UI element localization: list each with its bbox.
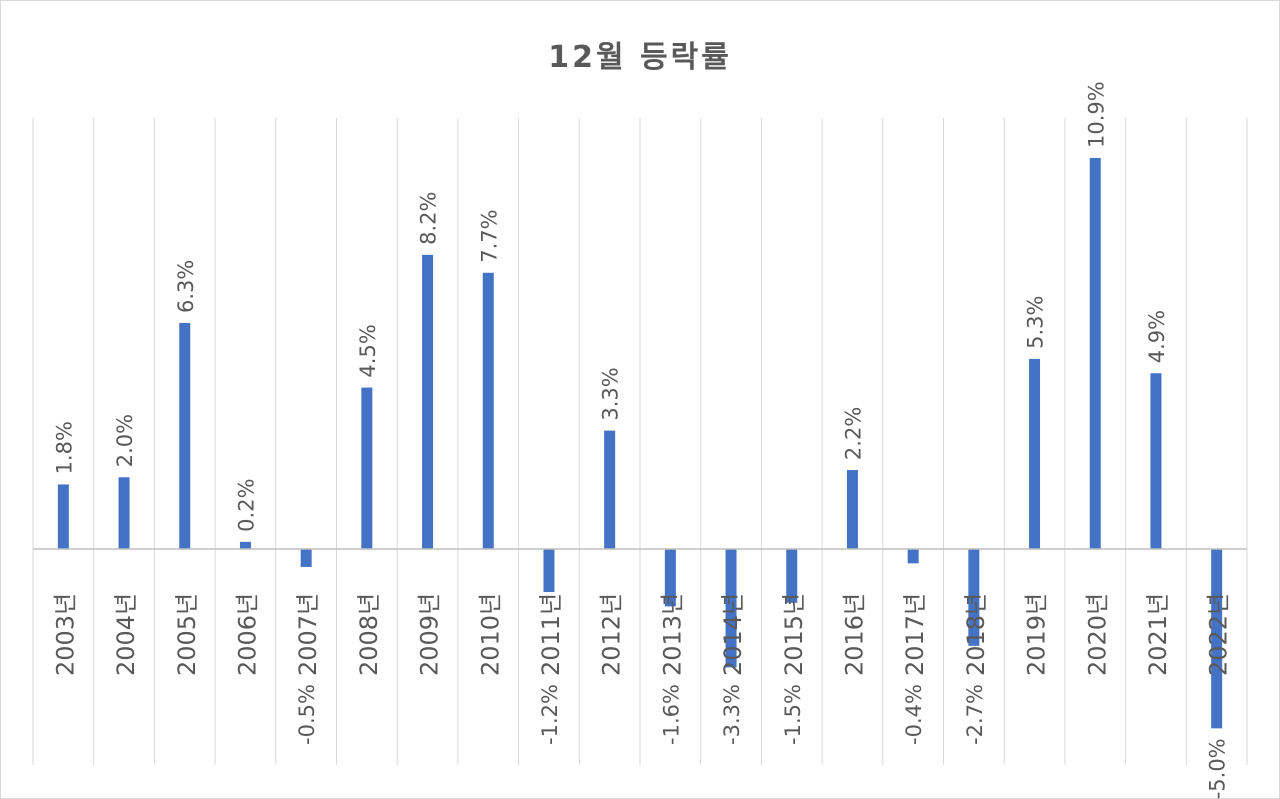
bar-2003년	[57, 484, 69, 549]
data-label: 2.2%	[841, 407, 865, 460]
data-label: -0.4%	[902, 684, 926, 745]
data-label: -1.2%	[538, 684, 562, 745]
category-label: 2021년	[1144, 593, 1172, 676]
bar-2018년	[968, 549, 980, 646]
bar-2012년	[604, 430, 616, 549]
bar-2017년	[907, 549, 919, 564]
category-label: 2006년	[233, 593, 261, 676]
data-label: 7.7%	[477, 209, 501, 262]
data-label: 2.0%	[113, 414, 137, 467]
category-label: 2004년	[112, 593, 140, 676]
category-label: 2005년	[173, 593, 201, 676]
bar-2008년	[361, 387, 373, 549]
category-label: 2018년	[962, 593, 990, 676]
data-label: -0.5%	[295, 684, 319, 745]
bar-2022년	[1211, 549, 1223, 729]
data-label: -3.3%	[720, 684, 744, 745]
category-label: 2009년	[416, 593, 444, 676]
category-label: 2007년	[294, 593, 322, 676]
data-label: -5.0%	[1206, 738, 1230, 799]
bar-2021년	[1150, 373, 1162, 549]
bar-2014년	[725, 549, 737, 668]
data-label: -1.6%	[659, 684, 683, 745]
category-label: 2022년	[1205, 593, 1233, 676]
bar-2019년	[1029, 358, 1041, 549]
category-label: 2011년	[537, 593, 565, 676]
data-label: 1.8%	[52, 421, 76, 474]
data-label: 8.2%	[417, 191, 441, 244]
category-label: 2016년	[840, 593, 868, 676]
category-label: 2015년	[780, 593, 808, 676]
bar-2007년	[300, 549, 312, 567]
data-label: -2.7%	[963, 684, 987, 745]
bar-2009년	[422, 254, 434, 549]
bar-2016년	[846, 470, 858, 549]
bar-2015년	[786, 549, 798, 603]
data-label: -1.5%	[781, 684, 805, 745]
bar-2004년	[118, 477, 130, 549]
data-label: 6.3%	[174, 260, 198, 313]
category-label: 2008년	[355, 593, 383, 676]
category-label: 2003년	[51, 593, 79, 676]
category-label: 2020년	[1083, 593, 1111, 676]
bar-2011년	[543, 549, 555, 593]
bar-2020년	[1089, 158, 1101, 549]
data-label: 4.5%	[356, 324, 380, 377]
data-label: 5.3%	[1024, 296, 1048, 349]
category-label: 2014년	[719, 593, 747, 676]
data-label: 0.2%	[234, 478, 258, 531]
category-label: 2019년	[1023, 593, 1051, 676]
bar-2005년	[179, 323, 191, 549]
data-label: 4.9%	[1145, 310, 1169, 363]
chart-title: 12월 등락률	[548, 40, 732, 75]
category-label: 2012년	[598, 593, 626, 676]
category-label: 2017년	[901, 593, 929, 676]
category-label: 2010년	[476, 593, 504, 676]
bar-2013년	[664, 549, 676, 607]
bar-2010년	[482, 272, 494, 549]
category-label: 2013년	[658, 593, 686, 676]
data-label: 10.9%	[1084, 81, 1108, 148]
bar-2006년	[239, 541, 251, 549]
data-label: 3.3%	[599, 367, 623, 420]
